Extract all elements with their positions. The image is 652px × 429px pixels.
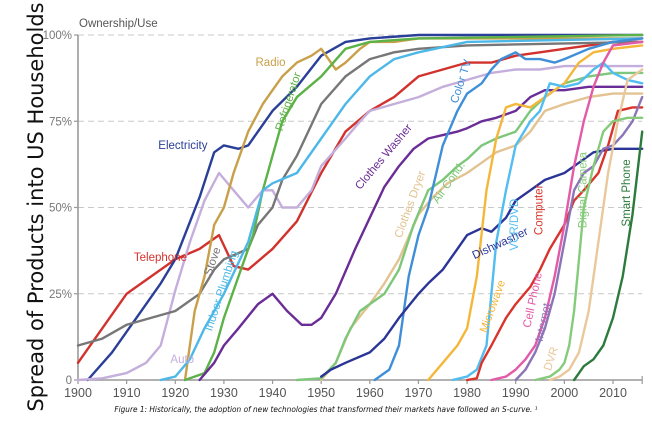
y-tick-label: 25% <box>49 289 72 301</box>
x-tick-label: 1940 <box>259 386 287 400</box>
annotation-computer: Computer <box>534 184 546 235</box>
x-tick-label: 1900 <box>64 386 92 400</box>
x-tick-label: 2010 <box>599 386 627 400</box>
annotation-vcr-dvd: VCR/DVD <box>509 199 521 251</box>
series-line-microwave <box>427 44 644 382</box>
annotation-microwave: Microwave <box>478 279 508 335</box>
series-line-auto <box>76 64 644 382</box>
series-line-air-cond <box>295 71 644 382</box>
annotation-telephone: Telephone <box>134 252 187 264</box>
y-tick-label: 0 <box>66 375 72 387</box>
annotation-digital-camera: Digital Camera <box>577 152 589 229</box>
x-tick-label: 1930 <box>210 386 238 400</box>
series-line-dvr <box>548 68 644 382</box>
series-line-computer <box>465 106 644 382</box>
annotation-electricity: Electricity <box>158 140 207 152</box>
x-tick-label: 1910 <box>113 386 141 400</box>
x-tick-label: 1990 <box>502 386 530 400</box>
y-tick-label: 50% <box>49 203 72 215</box>
series-line-color-tv <box>373 37 644 382</box>
annotation-dvr: DVR <box>542 346 561 373</box>
axes: 0 25% 50% 75% 100% 1900 1910 1920 1930 1940 1950 19… <box>43 30 643 400</box>
series-line-internet <box>514 95 644 382</box>
series-line-stove <box>76 40 644 347</box>
x-tick-label: 1980 <box>453 386 481 400</box>
annotation-radio: Radio <box>256 57 286 69</box>
series-line-electricity <box>86 33 644 382</box>
y-tick-label: 75% <box>49 116 72 128</box>
series-line-vcr-dvd <box>451 61 644 382</box>
y-axis-top-label: Ownership/Use <box>79 18 158 30</box>
annotation-auto: Auto <box>170 354 194 366</box>
y-axis-title: Spread of Products into US Households <box>24 2 48 411</box>
series-line-dishwasher <box>320 147 644 378</box>
figure-caption: Figure 1: Historically, the adoption of … <box>114 405 538 414</box>
y-tick-label: 100% <box>43 30 72 42</box>
series-line-digital-camera <box>534 116 644 382</box>
annotation-color-tv: Color TV <box>449 58 474 105</box>
series-line-indoor-plumbing <box>159 37 644 382</box>
series-line-smart-phone <box>572 130 644 382</box>
series-line-cell-phone <box>490 40 644 382</box>
series-lines <box>76 33 644 382</box>
x-tick-label: 1960 <box>356 386 384 400</box>
x-tick-label: 1970 <box>405 386 433 400</box>
x-tick-label: 2000 <box>550 386 578 400</box>
x-tick-label: 1950 <box>307 386 335 400</box>
series-line-refrigerator <box>183 33 644 382</box>
annotation-smart-phone: Smart Phone <box>621 159 633 226</box>
annotation-air-cond: Air Cond. <box>431 160 468 206</box>
x-tick-label: 1920 <box>161 386 189 400</box>
series-line-clothes-washer <box>198 85 644 382</box>
